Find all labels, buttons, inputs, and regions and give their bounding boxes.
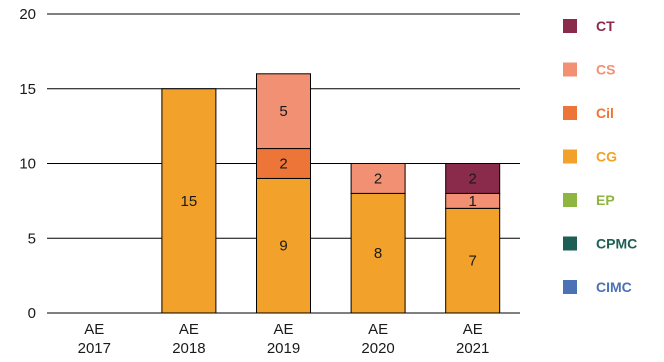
legend: CT CS Cil CG EP CPMC CIMC bbox=[563, 18, 637, 295]
legend-swatch bbox=[563, 280, 577, 294]
legend-label: CS bbox=[596, 62, 615, 78]
bar-segment bbox=[256, 73, 311, 150]
bar-segment bbox=[256, 177, 311, 314]
legend-label: CG bbox=[596, 149, 617, 165]
y-tick-label: 20 bbox=[19, 6, 36, 23]
x-category-label: AE bbox=[463, 321, 483, 338]
legend-swatch bbox=[563, 236, 577, 251]
y-tick-label: 0 bbox=[28, 305, 36, 322]
legend-swatch bbox=[563, 193, 577, 207]
data-label: 2 bbox=[279, 156, 287, 173]
x-category-label: 2019 bbox=[267, 340, 300, 357]
bar-segment bbox=[161, 88, 217, 314]
bar-segment bbox=[350, 163, 406, 194]
data-label: 2 bbox=[469, 170, 477, 187]
x-category-label: 2021 bbox=[456, 340, 489, 357]
legend-label: CPMC bbox=[596, 236, 637, 252]
x-category-label: AE bbox=[368, 321, 388, 338]
x-category-label: 2018 bbox=[172, 340, 205, 357]
data-label: 1 bbox=[469, 193, 477, 210]
bar-segment bbox=[445, 163, 501, 194]
x-category-label: 2017 bbox=[78, 340, 111, 357]
x-category-label: AE bbox=[179, 321, 199, 338]
data-label: 8 bbox=[374, 245, 382, 262]
legend-swatch bbox=[563, 149, 577, 164]
data-label: 5 bbox=[279, 103, 287, 120]
legend-label: CT bbox=[596, 18, 615, 34]
data-label: 9 bbox=[279, 238, 287, 255]
data-label: 15 bbox=[181, 193, 198, 210]
x-category-label: AE bbox=[84, 321, 104, 338]
data-label: 7 bbox=[469, 253, 477, 270]
y-tick-label: 10 bbox=[19, 156, 36, 173]
legend-swatch bbox=[563, 106, 577, 120]
legend-swatch bbox=[563, 62, 577, 77]
data-label: 2 bbox=[374, 170, 382, 187]
y-tick-label: 5 bbox=[28, 230, 36, 247]
legend-label: EP bbox=[596, 192, 615, 208]
x-category-label: 2020 bbox=[361, 340, 394, 357]
legend-label: Cil bbox=[596, 105, 614, 121]
x-axis-categories: AE 2017 AE 2018 AE 2019 AE 2020 AE 2021 bbox=[78, 321, 490, 357]
x-category-label: AE bbox=[273, 321, 293, 338]
y-axis-ticks: 0 5 10 15 20 bbox=[19, 6, 36, 322]
legend-swatch bbox=[563, 19, 577, 33]
legend-label: CIMC bbox=[596, 279, 632, 295]
y-tick-label: 15 bbox=[19, 81, 36, 98]
bar-segment bbox=[445, 207, 501, 314]
